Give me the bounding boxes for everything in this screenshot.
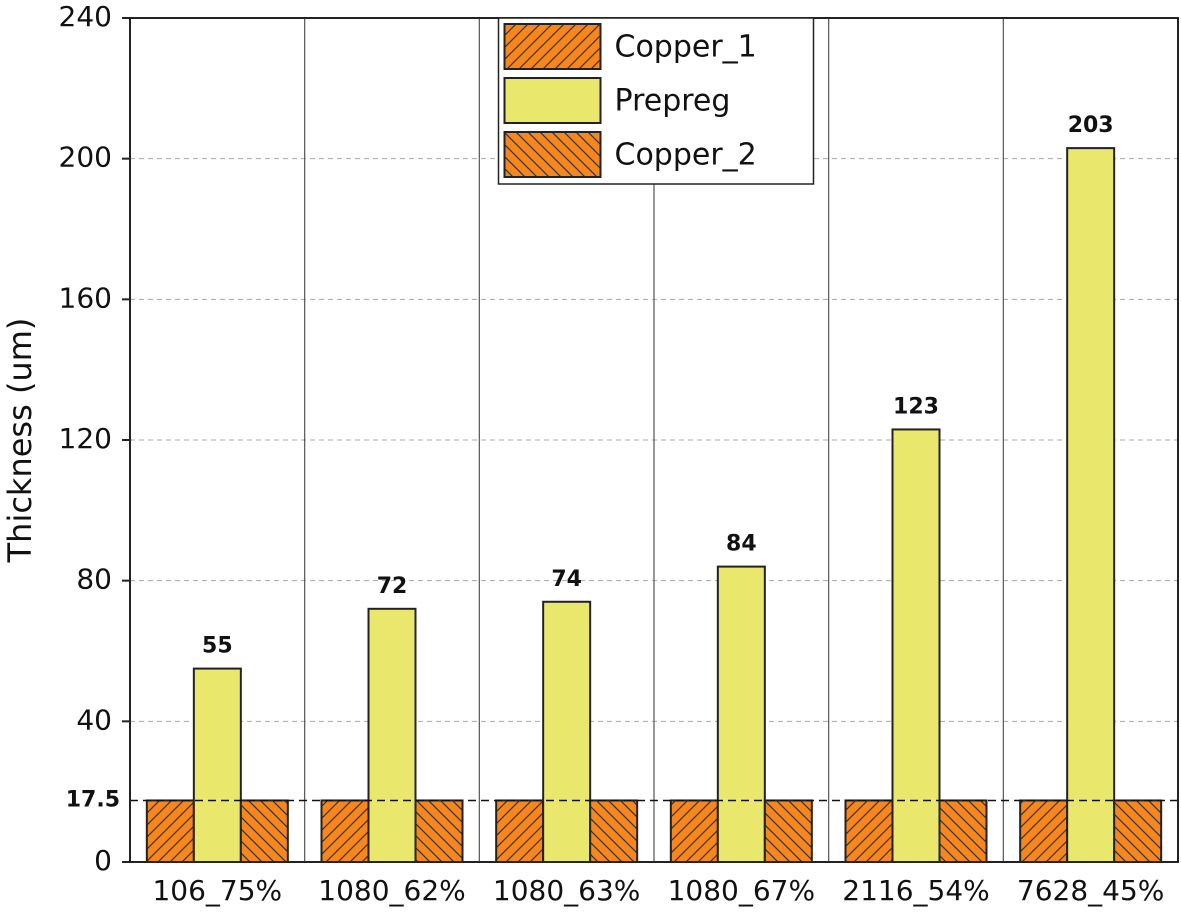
x-tick-label: 106_75%	[152, 874, 282, 907]
bar	[495, 799, 545, 863]
legend-label: Copper_1	[615, 30, 757, 65]
legend-label: Prepreg	[615, 84, 731, 119]
bar	[145, 799, 195, 863]
bar	[414, 799, 464, 863]
value-label: 55	[202, 634, 233, 659]
y-axis-label: Thickness (um)	[1, 318, 39, 564]
bar	[1019, 799, 1069, 863]
bar	[192, 667, 242, 863]
bar	[542, 600, 592, 863]
bar	[763, 799, 813, 863]
bar	[1113, 799, 1163, 863]
bar	[891, 428, 941, 863]
y-tick-label: 240	[59, 0, 112, 33]
bar	[716, 565, 766, 863]
bar	[1066, 147, 1116, 864]
bar	[669, 799, 719, 863]
y-tick-label: 200	[59, 141, 112, 174]
bar	[239, 799, 289, 863]
value-label: 203	[1068, 113, 1114, 138]
value-label: 74	[551, 567, 582, 592]
legend-swatch	[503, 131, 602, 178]
y-tick-label: 40	[76, 703, 112, 736]
x-tick-label: 1080_63%	[493, 874, 641, 907]
x-tick-label: 7628_45%	[1017, 874, 1165, 907]
bar	[367, 607, 417, 863]
legend-swatch	[503, 77, 602, 124]
bar	[320, 799, 370, 863]
y-tick-label: 80	[76, 563, 112, 596]
y-tick-label: 120	[59, 422, 112, 455]
value-label: 72	[377, 574, 408, 599]
legend-label: Copper_2	[615, 138, 757, 173]
value-label: 123	[893, 394, 939, 419]
x-tick-label: 2116_54%	[842, 874, 990, 907]
value-label: 84	[726, 532, 757, 557]
reference-label: 17.5	[66, 787, 120, 812]
bar	[938, 799, 988, 863]
y-tick-label: 0	[94, 844, 112, 877]
x-tick-label: 1080_62%	[318, 874, 466, 907]
y-tick-label: 160	[59, 281, 112, 314]
bar	[844, 799, 894, 863]
x-tick-label: 1080_67%	[668, 874, 816, 907]
bar	[589, 799, 639, 863]
legend-swatch	[503, 23, 602, 70]
